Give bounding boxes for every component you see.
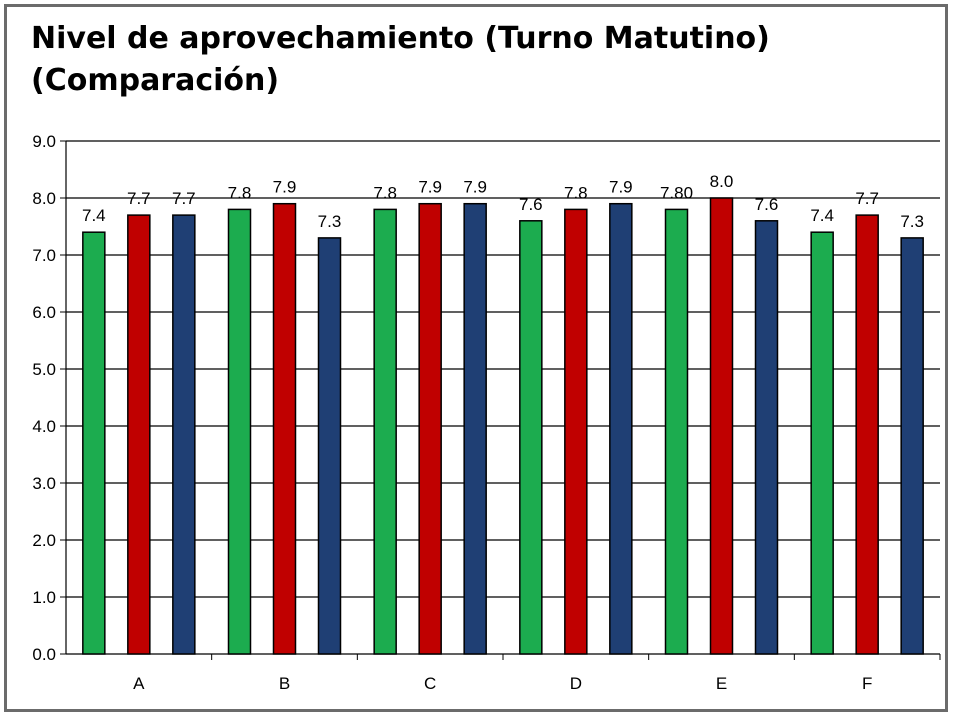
- y-tick-label: 2.0: [32, 531, 56, 550]
- bar: [754, 220, 779, 655]
- chart-title-line-1: Nivel de aprovechamiento (Turno Matutino…: [31, 21, 770, 56]
- y-tick-label: 5.0: [32, 360, 56, 379]
- y-tick-label: 6.0: [32, 303, 56, 322]
- bar: [810, 231, 834, 655]
- bar: [82, 231, 106, 655]
- bar: [519, 220, 543, 655]
- bar: [855, 214, 879, 655]
- x-category-label: C: [424, 674, 436, 693]
- data-label: 7.3: [318, 212, 342, 231]
- data-label: 7.8: [373, 183, 397, 202]
- data-label: 7.8: [228, 183, 252, 202]
- data-label: 7.7: [855, 189, 879, 208]
- y-tick-label: 0.0: [32, 645, 56, 664]
- bar: [900, 237, 924, 655]
- data-label: 7.6: [519, 195, 543, 214]
- bar: [564, 208, 588, 655]
- bar: [272, 202, 297, 655]
- data-label: 7.8: [564, 183, 588, 202]
- data-label: 7.80: [660, 183, 693, 202]
- bar: [127, 214, 151, 655]
- data-label: 7.9: [609, 178, 633, 197]
- bar: [664, 208, 689, 655]
- y-tick-label: 9.0: [32, 132, 56, 151]
- data-label: 7.7: [172, 189, 196, 208]
- bar: [709, 197, 734, 655]
- data-label: 7.4: [82, 206, 106, 225]
- data-label: 7.6: [755, 195, 779, 214]
- y-tick-label: 7.0: [32, 246, 56, 265]
- x-category-label: A: [133, 674, 145, 693]
- bar: [317, 237, 342, 655]
- data-label: 7.9: [273, 178, 297, 197]
- x-category-label: E: [716, 674, 727, 693]
- y-tick-label: 3.0: [32, 474, 56, 493]
- bar: [227, 208, 252, 655]
- x-category-label: F: [862, 674, 872, 693]
- data-label: 7.9: [463, 178, 487, 197]
- data-label: 7.9: [418, 178, 442, 197]
- data-label: 7.4: [810, 206, 834, 225]
- x-category-label: D: [570, 674, 582, 693]
- bar: [463, 202, 487, 655]
- bar: [172, 214, 196, 655]
- bar: [609, 202, 633, 655]
- bar: [373, 208, 397, 655]
- chart-title: Nivel de aprovechamiento (Turno Matutino…: [31, 18, 931, 102]
- y-tick-label: 8.0: [32, 189, 56, 208]
- bar: [418, 202, 442, 655]
- data-label: 7.3: [900, 212, 924, 231]
- y-tick-label: 1.0: [32, 588, 56, 607]
- data-label: 8.0: [710, 172, 734, 191]
- data-label: 7.7: [127, 189, 151, 208]
- chart-title-line-2: (Comparación): [31, 63, 280, 98]
- x-category-label: B: [279, 674, 290, 693]
- y-tick-label: 4.0: [32, 417, 56, 436]
